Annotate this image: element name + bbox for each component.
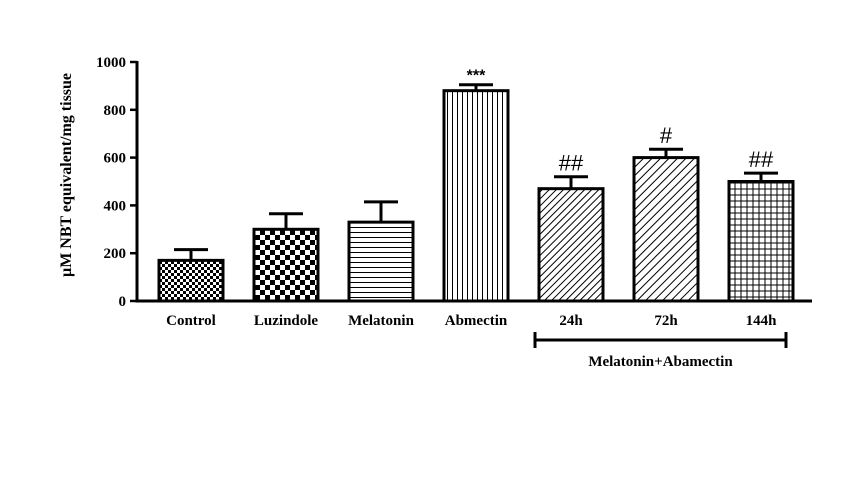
y-tick-label-400: 400 bbox=[104, 198, 127, 214]
y-tick-label-0: 0 bbox=[119, 294, 127, 310]
y-axis-title: µM NBT equivalent/mg tissue bbox=[58, 73, 75, 277]
x-tick-label-melatonin: Melatonin bbox=[348, 313, 414, 329]
bar-24h bbox=[537, 187, 605, 303]
bar-144h bbox=[727, 180, 795, 303]
y-tick-label-1000: 1000 bbox=[96, 55, 126, 71]
x-tick-label-control: Control bbox=[166, 313, 216, 329]
group-bracket-label: Melatonin+Abamectin bbox=[588, 354, 733, 370]
bar-melatonin bbox=[347, 220, 415, 303]
x-tick-label-abmectin: Abmectin bbox=[445, 313, 508, 329]
x-tick-label-72h: 72h bbox=[654, 313, 678, 329]
annotation-144h: ## bbox=[749, 147, 774, 172]
bar-72h bbox=[632, 156, 700, 303]
bar-control bbox=[157, 258, 225, 303]
bar-abmectin bbox=[442, 89, 510, 303]
bar-luzindole bbox=[252, 227, 320, 303]
annotation-72h: # bbox=[660, 123, 673, 148]
annotation-abmectin: *** bbox=[467, 68, 486, 85]
y-tick-label-800: 800 bbox=[104, 103, 127, 119]
x-tick-label-luzindole: Luzindole bbox=[254, 313, 319, 329]
y-tick-label-600: 600 bbox=[104, 151, 127, 167]
y-tick-label-200: 200 bbox=[104, 246, 127, 262]
x-tick-label-144h: 144h bbox=[746, 313, 778, 329]
plot-area: Control Luzindole Melatonin *** Abmectin ## 24… bbox=[96, 55, 812, 370]
annotation-24h: ## bbox=[559, 151, 584, 176]
x-tick-label-24h: 24h bbox=[559, 313, 583, 329]
